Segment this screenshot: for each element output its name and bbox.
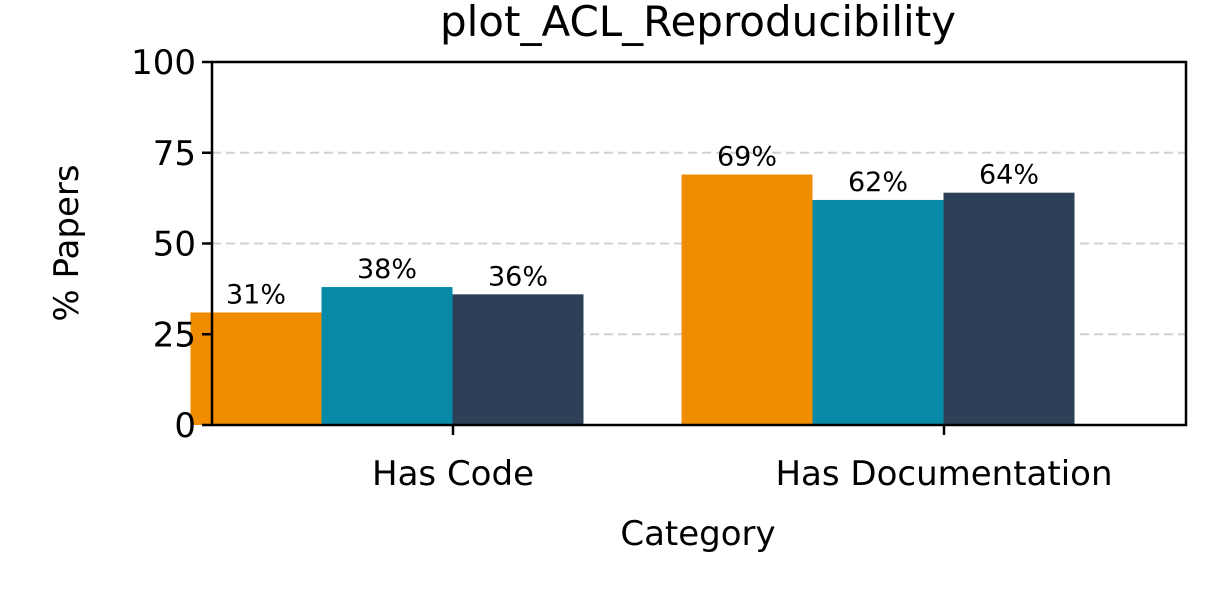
bar	[812, 199, 944, 425]
data-label: 36%	[488, 261, 548, 292]
y-tick-label: 100	[131, 43, 196, 83]
bar	[321, 287, 453, 425]
y-tick-label: 25	[153, 315, 196, 355]
y-axis-ticks: 0 25 50 75 100	[131, 43, 212, 446]
y-tick-label: 75	[153, 134, 196, 174]
chart-title: plot_ACL_Reproducibility	[440, 0, 956, 46]
data-label: 62%	[848, 167, 908, 198]
x-tick-label: Has Code	[372, 454, 534, 494]
y-axis-label: % Papers	[47, 164, 87, 321]
bar	[681, 174, 813, 425]
x-axis-label: Category	[620, 514, 775, 554]
data-label: 64%	[979, 160, 1039, 191]
bars	[190, 174, 1075, 425]
data-labels: 31% 38% 36% 69% 62% 64%	[226, 142, 1039, 311]
x-axis-ticks: Has Code Has Documentation	[372, 425, 1113, 494]
data-label: 31%	[226, 279, 286, 310]
y-tick-label: 0	[174, 406, 196, 446]
data-label: 69%	[717, 142, 777, 173]
y-tick-label: 50	[153, 225, 196, 265]
x-tick-label: Has Documentation	[775, 454, 1112, 494]
data-label: 38%	[357, 254, 417, 285]
bar	[943, 192, 1075, 425]
bar	[452, 294, 584, 425]
bar	[190, 312, 322, 425]
